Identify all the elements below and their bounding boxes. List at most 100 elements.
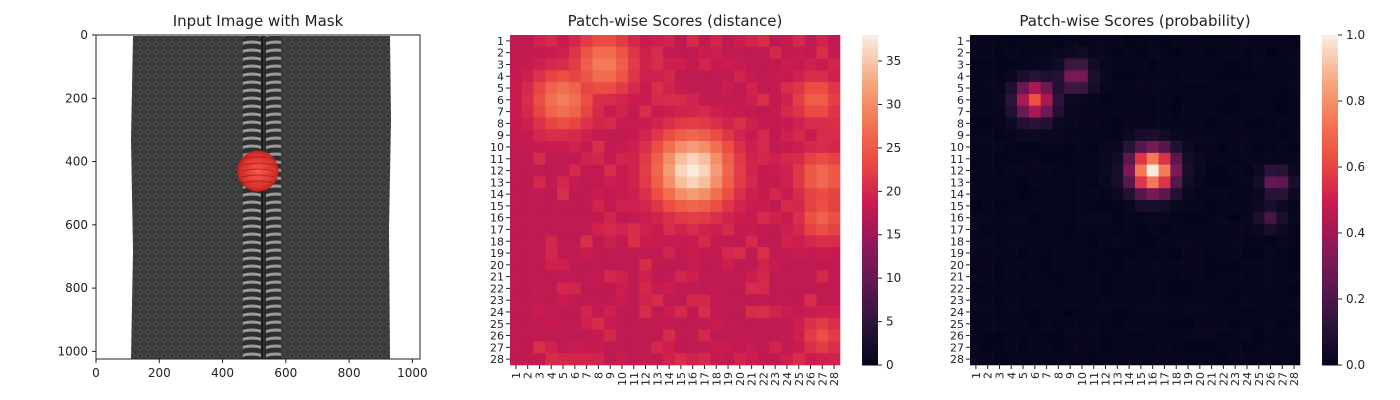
- heatmap-cell: [970, 82, 983, 95]
- heatmap-cell: [1288, 176, 1301, 189]
- colorbar-segment: [862, 307, 878, 312]
- heatmap-cell: [1040, 306, 1053, 319]
- colorbar-segment: [862, 121, 878, 127]
- heatmap-cell: [1135, 223, 1148, 236]
- colorbar-segment: [862, 146, 878, 151]
- heatmap-cell: [1241, 35, 1254, 48]
- heatmap-cell: [592, 70, 605, 83]
- heatmap-cell: [1087, 70, 1100, 83]
- heatmap-cell: [639, 141, 652, 154]
- heatmap-cell: [1217, 152, 1230, 165]
- heatmap-cell: [757, 152, 770, 165]
- heatmap-cell: [568, 129, 582, 142]
- y-tick-label: 3: [957, 58, 964, 71]
- heatmap-cell: [627, 341, 640, 354]
- heatmap-cell: [1040, 176, 1053, 189]
- heatmap-cell: [1229, 317, 1242, 330]
- y-tick-label: 4: [497, 70, 504, 83]
- heatmap-cell: [1040, 317, 1053, 330]
- heatmap-cell: [981, 152, 994, 165]
- heatmap-cell: [710, 211, 723, 224]
- heatmap-cell: [1193, 188, 1207, 201]
- heatmap-cell: [1264, 247, 1277, 260]
- heatmap-cell: [1099, 188, 1112, 201]
- heatmap-cell: [1264, 200, 1277, 213]
- heatmap-cell: [769, 117, 782, 130]
- heatmap-cell: [580, 82, 593, 95]
- heatmap-cell: [686, 188, 699, 201]
- heatmap-cell: [993, 247, 1006, 260]
- heatmap-cell: [651, 117, 664, 130]
- heatmap-cell: [651, 188, 664, 201]
- heatmap-cell: [722, 353, 735, 366]
- colorbar-segment: [1322, 220, 1338, 226]
- heatmap-cell: [686, 164, 699, 177]
- y-tick-label: 1: [957, 35, 964, 48]
- heatmap-cell: [816, 223, 829, 236]
- heatmap-cell: [627, 353, 640, 366]
- heatmap-cell: [722, 141, 735, 154]
- heatmap-cell: [1288, 306, 1301, 319]
- heatmap-cell: [663, 223, 676, 236]
- heatmap-cell: [733, 35, 747, 48]
- heatmap-cell: [533, 306, 546, 319]
- heatmap-cell: [1229, 164, 1242, 177]
- heatmap-cell: [781, 70, 794, 83]
- y-tick-label: 7: [957, 106, 964, 119]
- colorbar-segment: [862, 88, 878, 94]
- heatmap-cell: [686, 270, 699, 283]
- colorbar-segment: [1322, 35, 1338, 40]
- heatmap-cell: [1276, 223, 1289, 236]
- heatmap-cell: [816, 35, 829, 48]
- heatmap-cell: [733, 341, 747, 354]
- heatmap-cell: [568, 46, 582, 59]
- heatmap-cell: [545, 317, 558, 330]
- y-tick-label: 15: [490, 200, 504, 213]
- heatmap-cell: [1052, 200, 1065, 213]
- heatmap-cell: [828, 235, 841, 248]
- heatmap-cell: [675, 294, 688, 307]
- mask-texture: [241, 156, 275, 160]
- heatmap-cell: [1288, 235, 1301, 248]
- heatmap-cell: [1040, 93, 1053, 107]
- heatmap-cell: [1276, 282, 1289, 295]
- heatmap-cell: [1087, 317, 1100, 330]
- x-tick-label: 21: [1206, 372, 1219, 386]
- heatmap-cell: [804, 164, 817, 177]
- colorbar-segment: [1322, 303, 1338, 308]
- colorbar-segment: [1322, 270, 1338, 275]
- heatmap-cell: [616, 247, 629, 260]
- heatmap-cell: [993, 70, 1006, 83]
- heatmap-cell: [627, 35, 640, 48]
- heatmap-cell: [981, 35, 994, 48]
- heatmap-cell: [686, 82, 699, 95]
- x-tick-label: 12: [1100, 372, 1113, 386]
- heatmap-cell: [639, 117, 652, 130]
- heatmap-cell: [557, 282, 570, 295]
- heatmap-cell: [1241, 58, 1254, 71]
- heatmap-cell: [1193, 82, 1207, 95]
- colorbar-segment: [1322, 299, 1338, 304]
- heatmap-cell: [1076, 329, 1089, 342]
- y-tick-label: 13: [950, 176, 964, 189]
- heatmap-cell: [1005, 329, 1018, 342]
- heatmap-cell: [580, 235, 593, 248]
- y-tick-label: 6: [497, 94, 504, 107]
- heatmap-cell: [733, 46, 747, 59]
- y-tick-label: 9: [957, 129, 964, 142]
- heatmap-cell: [981, 46, 994, 59]
- heatmap-cell: [1252, 46, 1265, 59]
- heatmap-cell: [1005, 200, 1018, 213]
- heatmap-cell: [1193, 35, 1207, 48]
- heatmap-cell: [1017, 200, 1030, 213]
- colorbar-segment: [862, 228, 878, 234]
- heatmap-cell: [781, 211, 794, 224]
- colorbar-segment: [1322, 72, 1338, 77]
- heatmap-cell: [1288, 270, 1301, 283]
- heatmap-cell: [698, 164, 711, 177]
- heatmap-cell: [616, 258, 629, 272]
- heatmap-cell: [1170, 58, 1183, 71]
- heatmap-cell: [521, 223, 534, 236]
- heatmap-cell: [757, 211, 770, 224]
- heatmap-cell: [804, 211, 817, 224]
